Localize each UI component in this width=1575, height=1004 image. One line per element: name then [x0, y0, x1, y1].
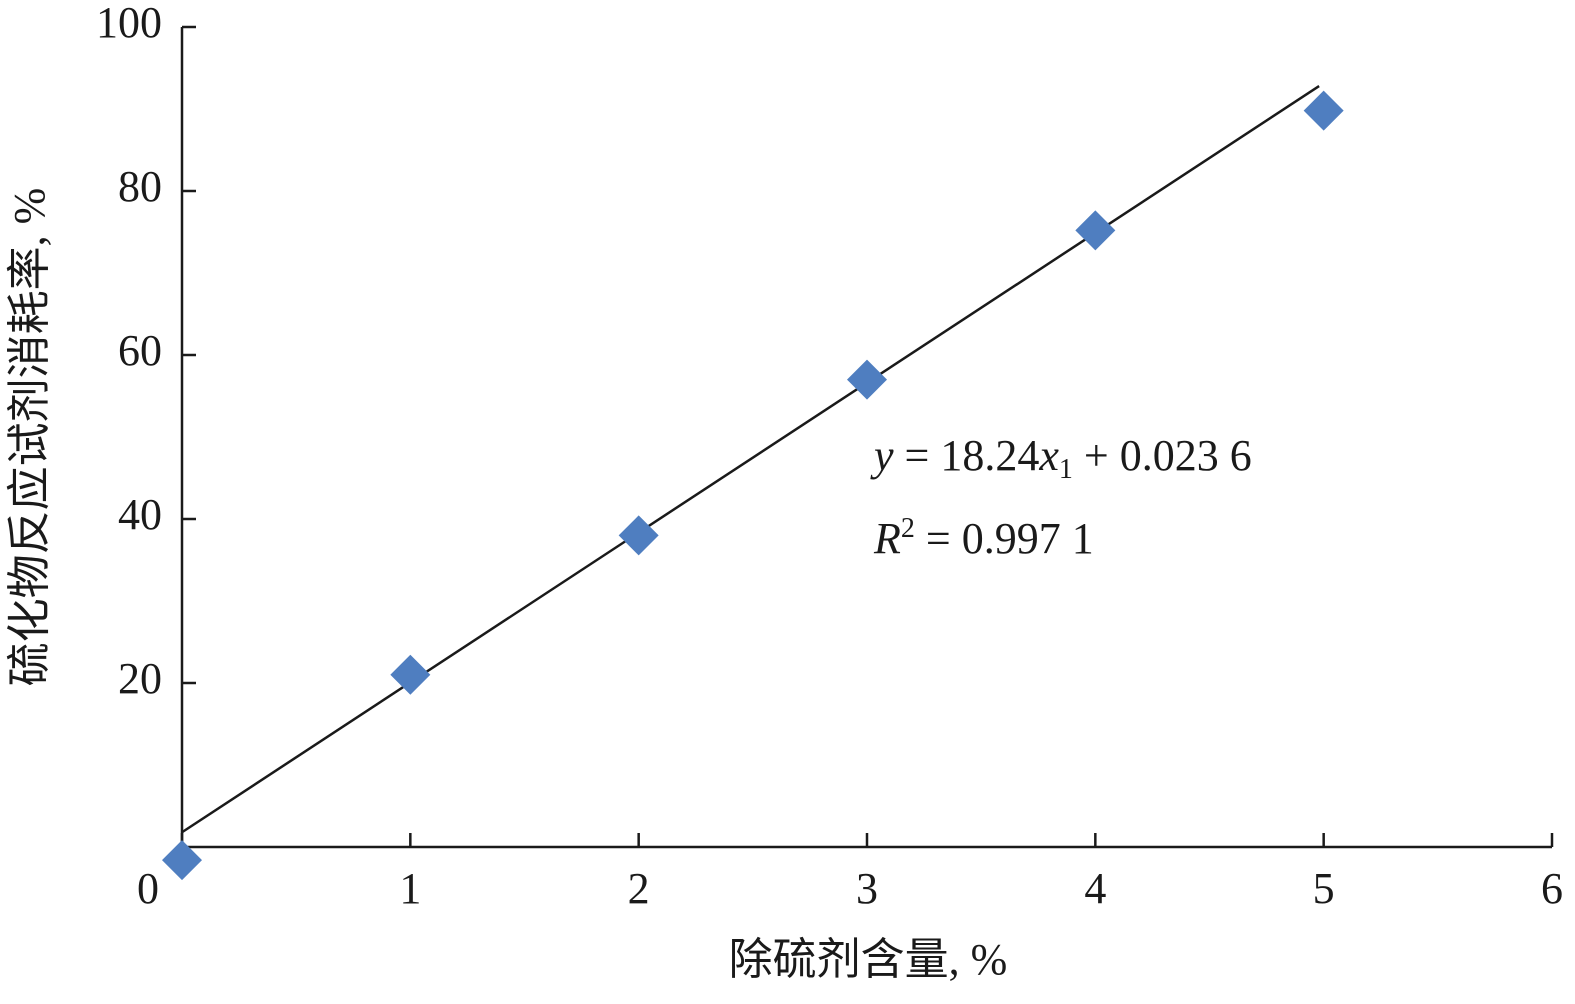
trendline [181, 84, 1320, 834]
y-axis-label: 硫化物反应试剂消耗率, % [5, 188, 54, 687]
x-tick-label: 3 [856, 864, 878, 913]
x-tick-label: 0 [137, 864, 159, 913]
r-sym: R [873, 514, 901, 563]
x-tick-label: 5 [1313, 864, 1335, 913]
eq-sub: 1 [1059, 454, 1073, 485]
y-tick-label: 80 [118, 162, 162, 211]
y-tick-label: 100 [96, 0, 162, 47]
x-tick-label: 6 [1541, 864, 1563, 913]
y-tick-label: 40 [118, 490, 162, 539]
eq-x: x [1038, 431, 1059, 480]
x-axis-label: 除硫剂含量, % [729, 935, 1008, 984]
data-point [1303, 90, 1344, 131]
equation: y = 18.24x1 + 0.023 6 [870, 431, 1252, 485]
r-rest: = 0.997 1 [915, 514, 1094, 563]
data-point [1075, 210, 1116, 251]
data-point [162, 840, 202, 881]
data-point [390, 654, 431, 695]
x-tick-label: 2 [628, 864, 650, 913]
x-tick-label: 4 [1084, 864, 1106, 913]
eq-coef: = 18.24 [894, 431, 1040, 480]
eq-rest: + 0.023 6 [1073, 431, 1252, 480]
r-sup: 2 [901, 513, 915, 544]
x-tick-label: 1 [399, 864, 421, 913]
eq-y: y [870, 431, 894, 480]
data-point [618, 515, 659, 556]
data-point [847, 359, 887, 400]
y-tick-label: 20 [118, 654, 162, 703]
r-squared: R2 = 0.997 1 [873, 513, 1094, 563]
y-tick-label: 60 [118, 326, 162, 375]
